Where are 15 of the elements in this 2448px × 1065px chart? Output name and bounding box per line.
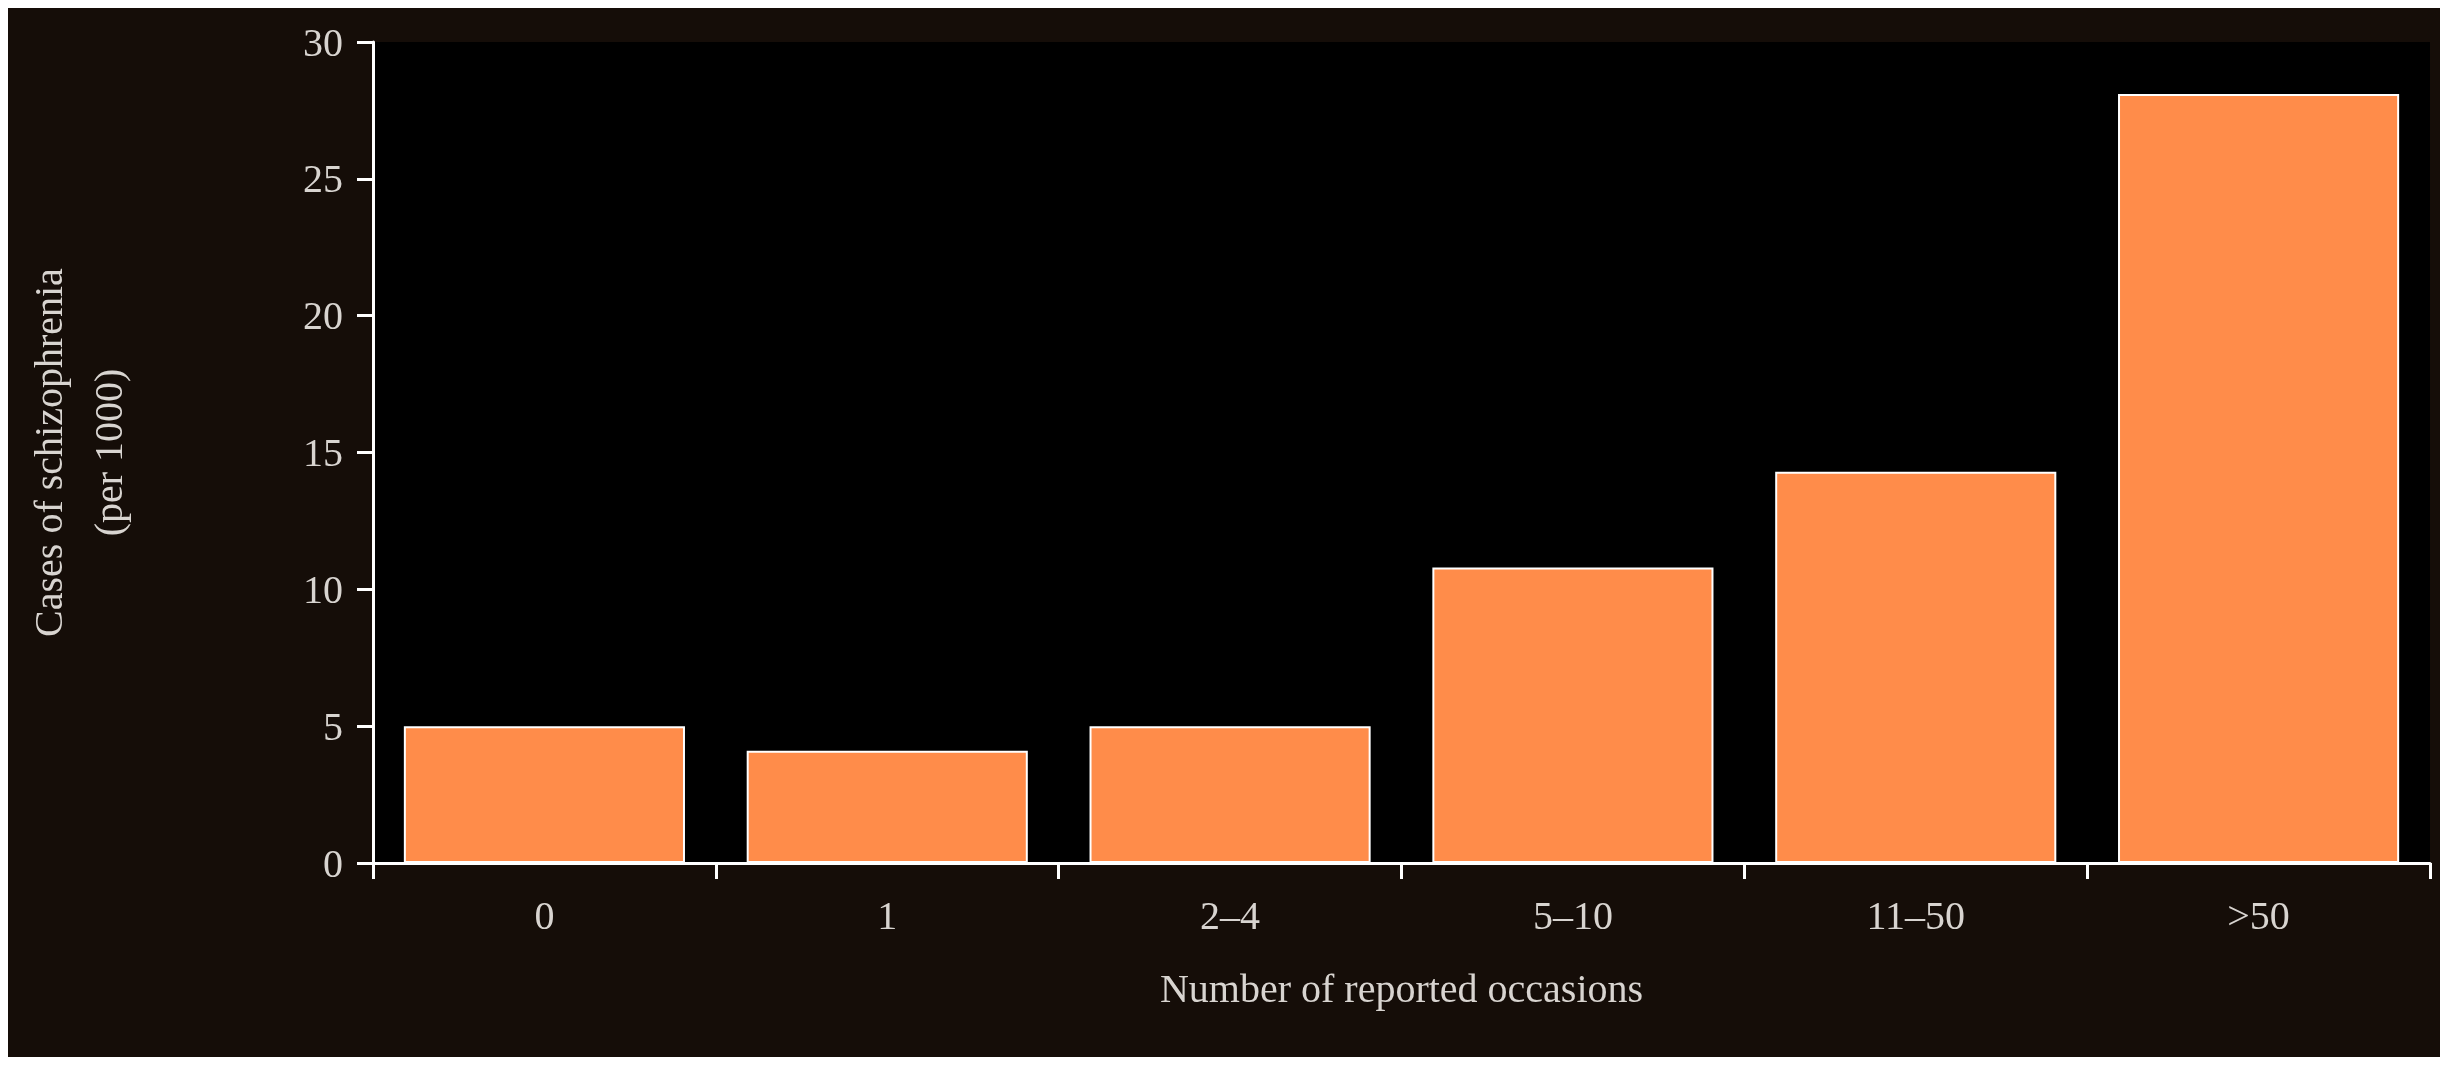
y-tick-label: 25 xyxy=(303,156,343,202)
x-tick-label: 5–10 xyxy=(1532,892,1613,938)
y-tick-label: 10 xyxy=(303,566,343,612)
y-tick-label: 5 xyxy=(323,703,343,749)
y-tick-label: 0 xyxy=(323,840,343,886)
y-axis-title: Cases of schizophrenia (per 1000) xyxy=(25,267,131,637)
y-tick-label: 20 xyxy=(303,293,343,339)
x-tick-label: 1 xyxy=(877,892,898,938)
y-tick-label: 15 xyxy=(303,430,343,475)
x-tick-label: 0 xyxy=(534,892,555,938)
x-axis-title: Number of reported occasions xyxy=(1159,965,1644,1011)
x-tick-label: 11–50 xyxy=(1866,892,1966,938)
x-tick-label: >50 xyxy=(2227,892,2290,938)
y-tick-label: 30 xyxy=(303,19,343,65)
x-tick-label: 2–4 xyxy=(1200,892,1261,938)
